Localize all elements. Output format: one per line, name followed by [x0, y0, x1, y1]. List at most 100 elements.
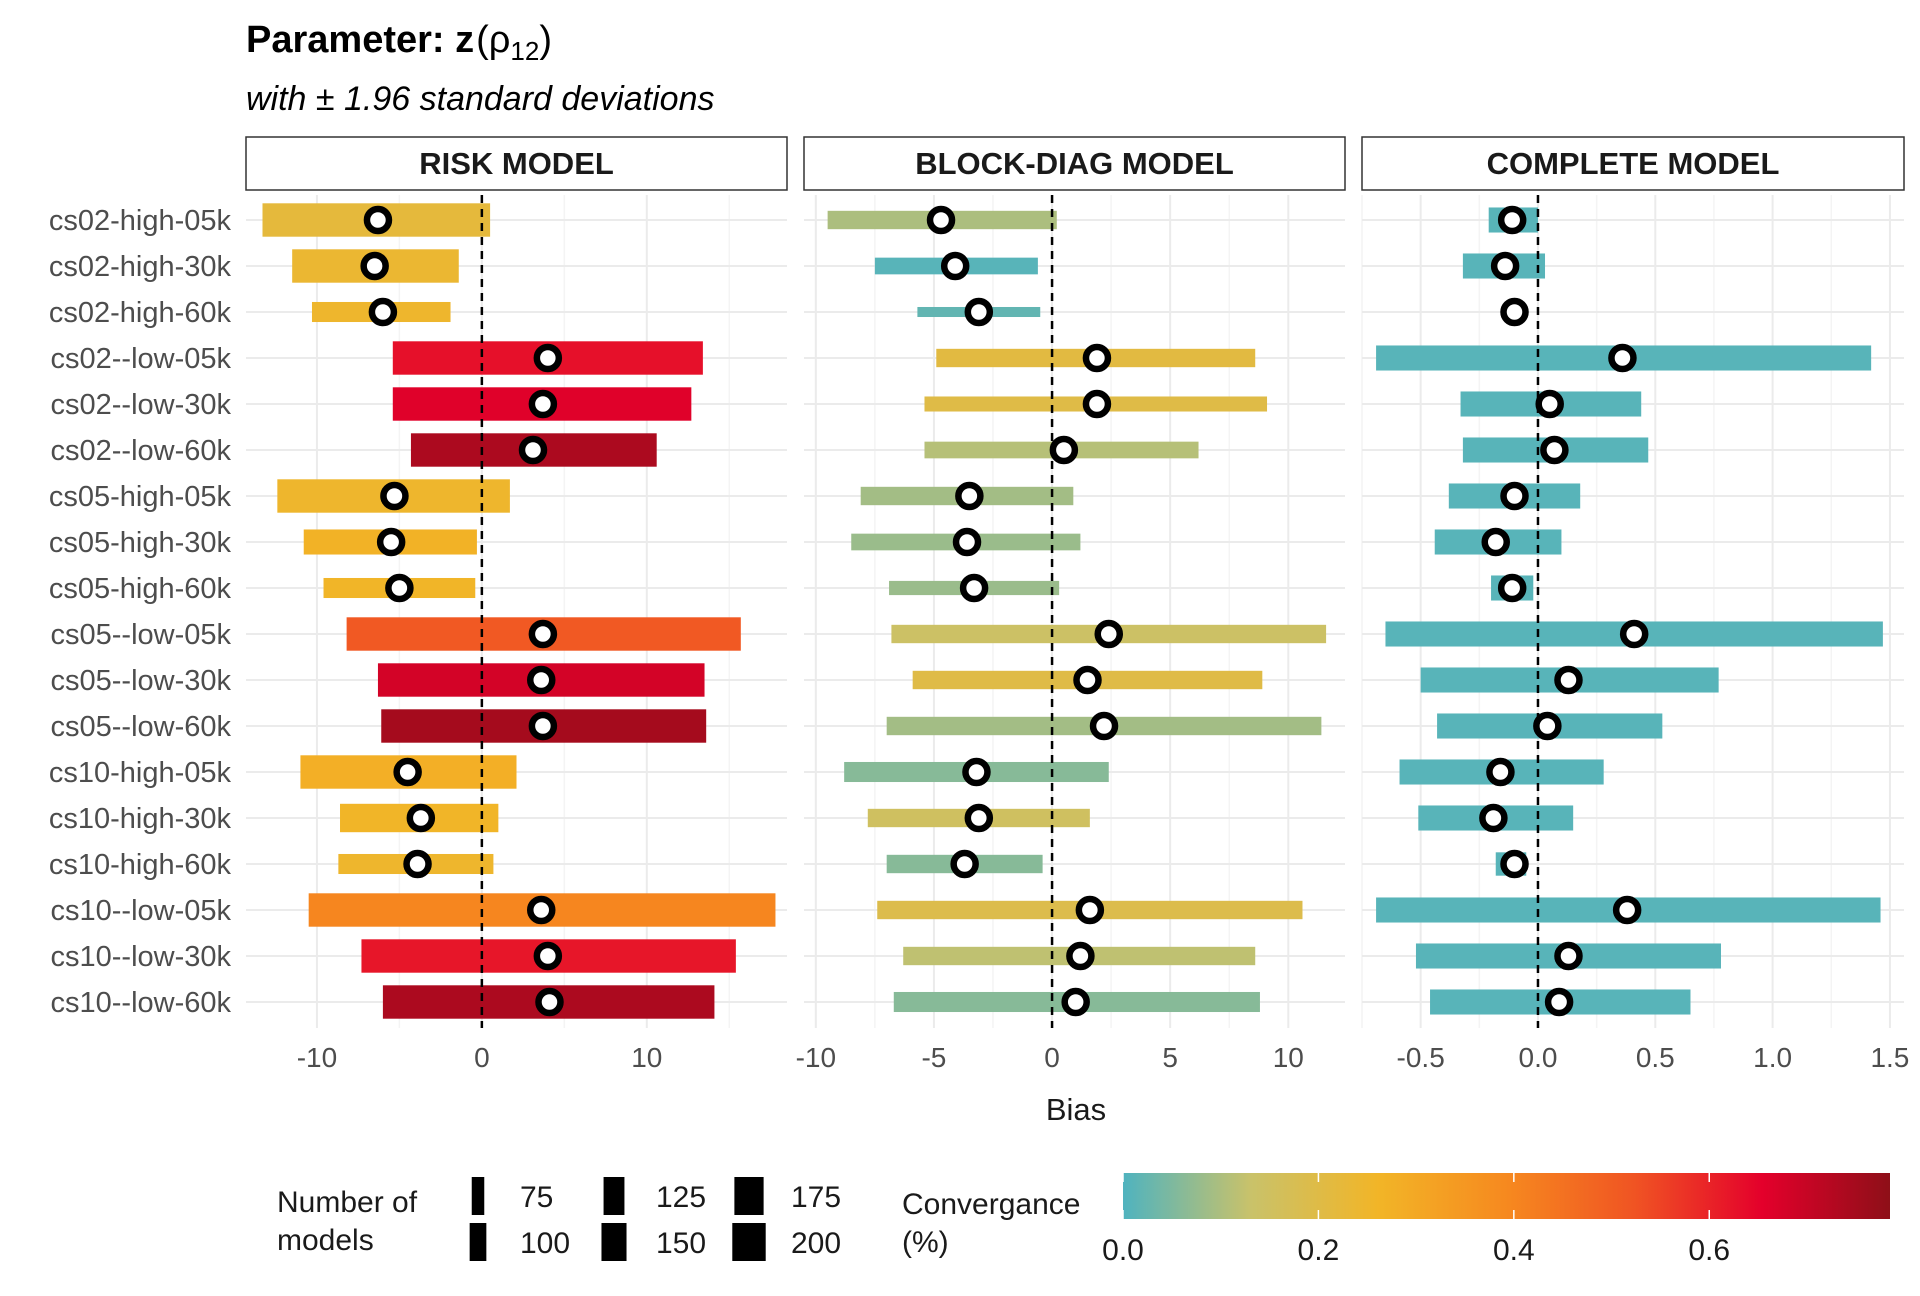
- bias-point: [1554, 941, 1583, 971]
- row-label: cs10-high-60k: [49, 849, 232, 881]
- facet-strip: [1361, 136, 1905, 191]
- size-legend-key: [601, 1223, 627, 1261]
- bias-point: [1089, 711, 1119, 741]
- x-tick-label: -0.5: [1397, 1042, 1445, 1073]
- row-label: cs02--low-30k: [51, 389, 232, 421]
- chart-subtitle: with ± 1.96 standard deviations: [246, 80, 715, 118]
- bias-point: [1612, 895, 1642, 925]
- bias-point: [959, 573, 989, 603]
- bias-point: [528, 619, 558, 649]
- bias-point: [526, 895, 556, 925]
- row-label: cs05--low-05k: [51, 619, 232, 651]
- colorbar-ticks: 0.0 0.2 0.4 0.6: [1102, 1173, 1730, 1267]
- row-label: cs10--low-60k: [51, 987, 232, 1019]
- bias-point: [1535, 389, 1564, 419]
- bias-point: [952, 527, 982, 557]
- row-label: cs10-high-30k: [49, 803, 232, 835]
- size-legend-key: [734, 1177, 764, 1215]
- color-legend-title-line1: Convergance: [902, 1188, 1080, 1221]
- bias-point: [1540, 435, 1569, 465]
- size-legend-label: 200: [791, 1227, 841, 1260]
- colorbar-tick-label: 0.0: [1102, 1234, 1144, 1267]
- row-labels: cs02-high-05k cs02-high-30k cs02-high-60k c…: [49, 205, 232, 1019]
- x-tick-label: 0.5: [1636, 1042, 1675, 1073]
- bias-point: [363, 205, 393, 235]
- x-tick-label: 0: [474, 1042, 490, 1073]
- bias-point: [1533, 711, 1562, 741]
- bias-point: [1500, 849, 1529, 879]
- bias-point: [376, 527, 406, 557]
- row-label: cs10--low-30k: [51, 941, 232, 973]
- bias-point: [1544, 987, 1574, 1017]
- row-label: cs10--low-05k: [51, 895, 232, 927]
- size-legend-key: [469, 1223, 487, 1261]
- bias-point: [535, 987, 564, 1017]
- bias-point: [940, 251, 970, 281]
- bias-point: [385, 573, 414, 603]
- bias-point: [380, 481, 409, 511]
- row-label: cs10-high-05k: [49, 757, 232, 789]
- x-tick-label: 1.0: [1753, 1042, 1792, 1073]
- bias-point: [368, 297, 398, 327]
- size-legend-label: 150: [656, 1227, 706, 1260]
- row-label: cs05--low-30k: [51, 665, 232, 697]
- colorbar-tick-label: 0.6: [1688, 1234, 1730, 1267]
- size-legend-key: [603, 1177, 625, 1215]
- x-tick-label: 5: [1162, 1042, 1178, 1073]
- x-tick-label: -10: [297, 1042, 337, 1073]
- bias-point: [1490, 251, 1520, 281]
- bias-point: [1497, 205, 1527, 235]
- chart-title: Parameter: z(ρ12): [246, 19, 552, 66]
- facet-strip: [803, 136, 1346, 191]
- color-legend: Convergance (%) 0.0 0.2 0.4 0.6: [902, 1173, 1890, 1267]
- row-label: cs02--low-05k: [51, 343, 232, 375]
- facet-strip: [245, 136, 788, 191]
- facet-label: BLOCK-DIAG MODEL: [915, 146, 1234, 181]
- size-legend-title-line1: Number of: [277, 1186, 418, 1219]
- bias-point: [393, 757, 422, 787]
- size-legend: Number of models 75 100 125 150 175 200: [277, 1177, 841, 1261]
- bias-point: [1049, 435, 1079, 465]
- bias-point: [1082, 343, 1112, 373]
- bias-point: [1481, 527, 1510, 557]
- bias-point: [406, 803, 436, 833]
- size-legend-label: 175: [791, 1181, 841, 1214]
- colorbar-tick-label: 0.4: [1493, 1234, 1535, 1267]
- size-legend-key: [471, 1177, 485, 1215]
- bias-point: [1073, 665, 1102, 695]
- bias-point: [962, 757, 991, 787]
- row-label: cs02-high-30k: [49, 251, 232, 283]
- bias-point: [950, 849, 979, 879]
- colorbar-tick-label: 0.2: [1298, 1234, 1340, 1267]
- row-label: cs02-high-60k: [49, 297, 232, 329]
- bias-point: [1082, 389, 1112, 419]
- x-tick-label: 10: [631, 1042, 662, 1073]
- panel-1: BLOCK-DIAG MODEL -10 -5 0 5 10: [796, 136, 1346, 1073]
- x-axis-title: Bias: [1046, 1092, 1106, 1127]
- bias-point: [518, 435, 548, 465]
- row-label: cs05-high-30k: [49, 527, 232, 559]
- bias-point: [1075, 895, 1105, 925]
- bias-point: [1619, 619, 1649, 649]
- bias-point: [1061, 987, 1090, 1017]
- bias-point: [1486, 757, 1515, 787]
- facet-panels: RISK MODEL -10 0 10 BLOCK-DIAG MODEL -10 -5 0 5 1…: [245, 136, 1909, 1073]
- size-legend-label: 100: [520, 1227, 570, 1260]
- panel-0: RISK MODEL -10 0 10: [245, 136, 788, 1073]
- bias-point: [964, 803, 994, 833]
- x-tick-label: 10: [1273, 1042, 1304, 1073]
- size-legend-key: [732, 1223, 766, 1261]
- color-legend-title-line2: (%): [902, 1226, 949, 1259]
- bias-point: [1066, 941, 1095, 971]
- bias-point: [1608, 343, 1637, 373]
- bias-point: [1554, 665, 1583, 695]
- bias-point: [926, 205, 956, 235]
- bias-point: [526, 665, 556, 695]
- panel-2: COMPLETE MODEL -0.5 0.0 0.5 1.0 1.5: [1361, 136, 1909, 1073]
- size-legend-label: 125: [656, 1181, 706, 1214]
- bias-point: [1094, 619, 1124, 649]
- bias-point: [360, 251, 389, 281]
- colorbar: [1123, 1173, 1890, 1219]
- facet-label: RISK MODEL: [419, 146, 614, 181]
